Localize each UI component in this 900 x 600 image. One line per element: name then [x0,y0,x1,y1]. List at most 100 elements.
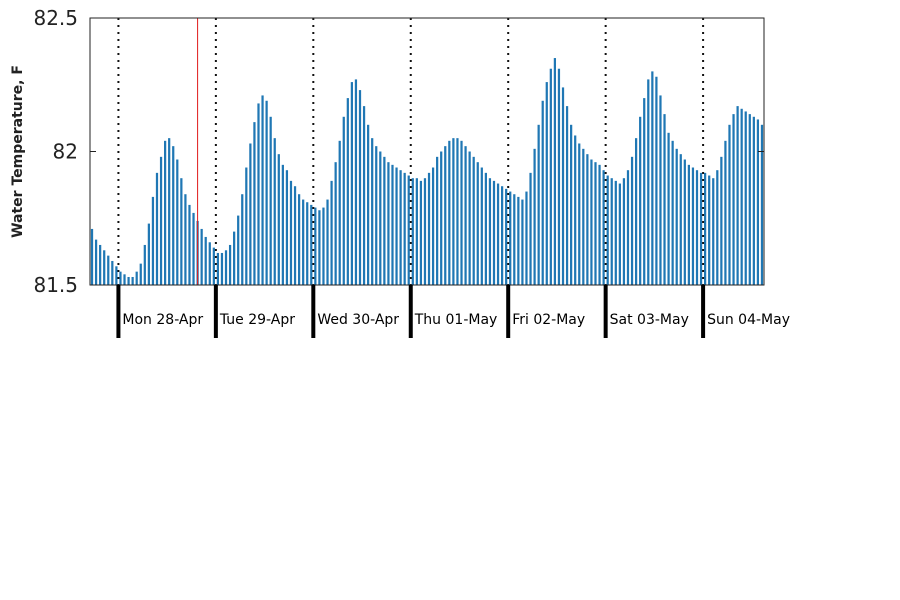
temperature-bar [143,244,146,285]
temperature-bar [659,95,662,286]
temperature-bar [570,124,573,285]
temperature-bar [667,132,670,285]
temperature-bar [99,244,102,285]
temperature-bar [756,119,760,286]
temperature-bar [752,116,755,285]
temperature-bar [367,124,370,285]
temperature-bar [712,178,715,285]
temperature-bar [151,196,155,285]
temperature-bar [306,202,309,285]
temperature-bar [147,223,150,285]
temperature-bar [330,180,333,285]
temperature-bar [618,183,621,285]
temperature-bar [159,156,163,285]
temperature-bar [622,178,626,285]
temperature-bar [533,148,536,285]
temperature-bar [172,146,175,285]
temperature-bar [740,108,743,285]
temperature-bar [293,186,297,285]
temperature-bar [639,116,642,285]
temperature-bar [273,138,276,285]
temperature-bar [671,140,674,285]
temperature-bar [419,180,423,285]
temperature-bar [411,178,414,285]
temperature-bar [716,170,719,285]
temperature-bar [468,151,471,285]
temperature-bar [350,82,353,285]
temperature-bar [448,140,451,285]
temperature-bar [220,252,224,285]
temperature-bar [594,162,597,285]
temperature-bar [606,175,609,285]
temperature-bar [545,82,548,285]
temperature-bar [310,204,313,285]
temperature-bar [415,178,418,285]
temperature-bar [192,212,195,285]
temperature-bar [574,135,577,285]
temperature-bar [586,154,589,285]
temperature-bar [318,210,321,285]
temperature-bar [204,236,207,285]
day-label: Wed 30-Apr [317,312,399,328]
temperature-bar [663,114,666,286]
temperature-bar [155,172,159,285]
temperature-bar [115,266,118,285]
temperature-bar [168,138,171,285]
temperature-bar [139,263,142,285]
temperature-bar [135,271,138,285]
temperature-bar [496,183,500,285]
temperature-bar [456,138,459,285]
day-label: Sat 03-May [610,312,689,328]
temperature-bar [241,194,244,285]
temperature-bar [224,250,228,285]
temperature-bar [517,196,520,285]
temperature-bar [277,154,280,285]
temperature-bar [492,180,496,285]
temperature-bar [103,250,106,285]
temperature-bar [565,106,569,285]
temperature-bar [371,138,374,285]
temperature-bar [464,146,467,285]
day-label: Tue 29-Apr [219,312,295,328]
temperature-bar [720,156,723,285]
temperature-bar [176,159,179,285]
temperature-bar [265,100,268,286]
temperature-bar [549,68,552,285]
temperature-bar [208,242,211,285]
temperature-bar [379,151,382,285]
temperature-bar [107,255,110,285]
temperature-bar [602,170,605,285]
temperature-bar [643,98,646,285]
temperature-bar [358,90,362,285]
temperature-bar [598,164,601,285]
temperature-bar [289,180,293,285]
y-axis-ticks: 81.5 82 82.5 [33,6,764,297]
temperature-bar [180,178,183,285]
temperature-bar [590,159,593,285]
temperature-bar [488,178,492,285]
temperature-bar [655,76,658,286]
temperature-bar [233,231,236,285]
temperature-bar [513,194,516,285]
temperature-bar [509,191,512,285]
temperature-bar [460,140,463,285]
temperature-bar [724,140,727,285]
temperature-bar [651,71,654,286]
temperature-bar [281,164,284,285]
temperature-bar [675,148,678,285]
plot-area-frame [89,17,765,286]
temperature-bar [748,114,751,286]
temperature-bar [391,164,394,285]
temperature-bar [403,172,406,285]
x-axis-day-labels: Mon 28-Apr Tue 29-Apr Wed 30-Apr Thu 01-May… [116,285,790,338]
temperature-bar [480,167,483,285]
y-tick-label: 82 [53,140,78,164]
temperature-bar [582,148,585,285]
temperature-bar [704,172,707,285]
temperature-bar [476,162,479,285]
temperature-bar [375,146,378,285]
temperature-bar [212,247,215,285]
temperature-bar [578,143,581,285]
temperature-bar [427,172,431,285]
